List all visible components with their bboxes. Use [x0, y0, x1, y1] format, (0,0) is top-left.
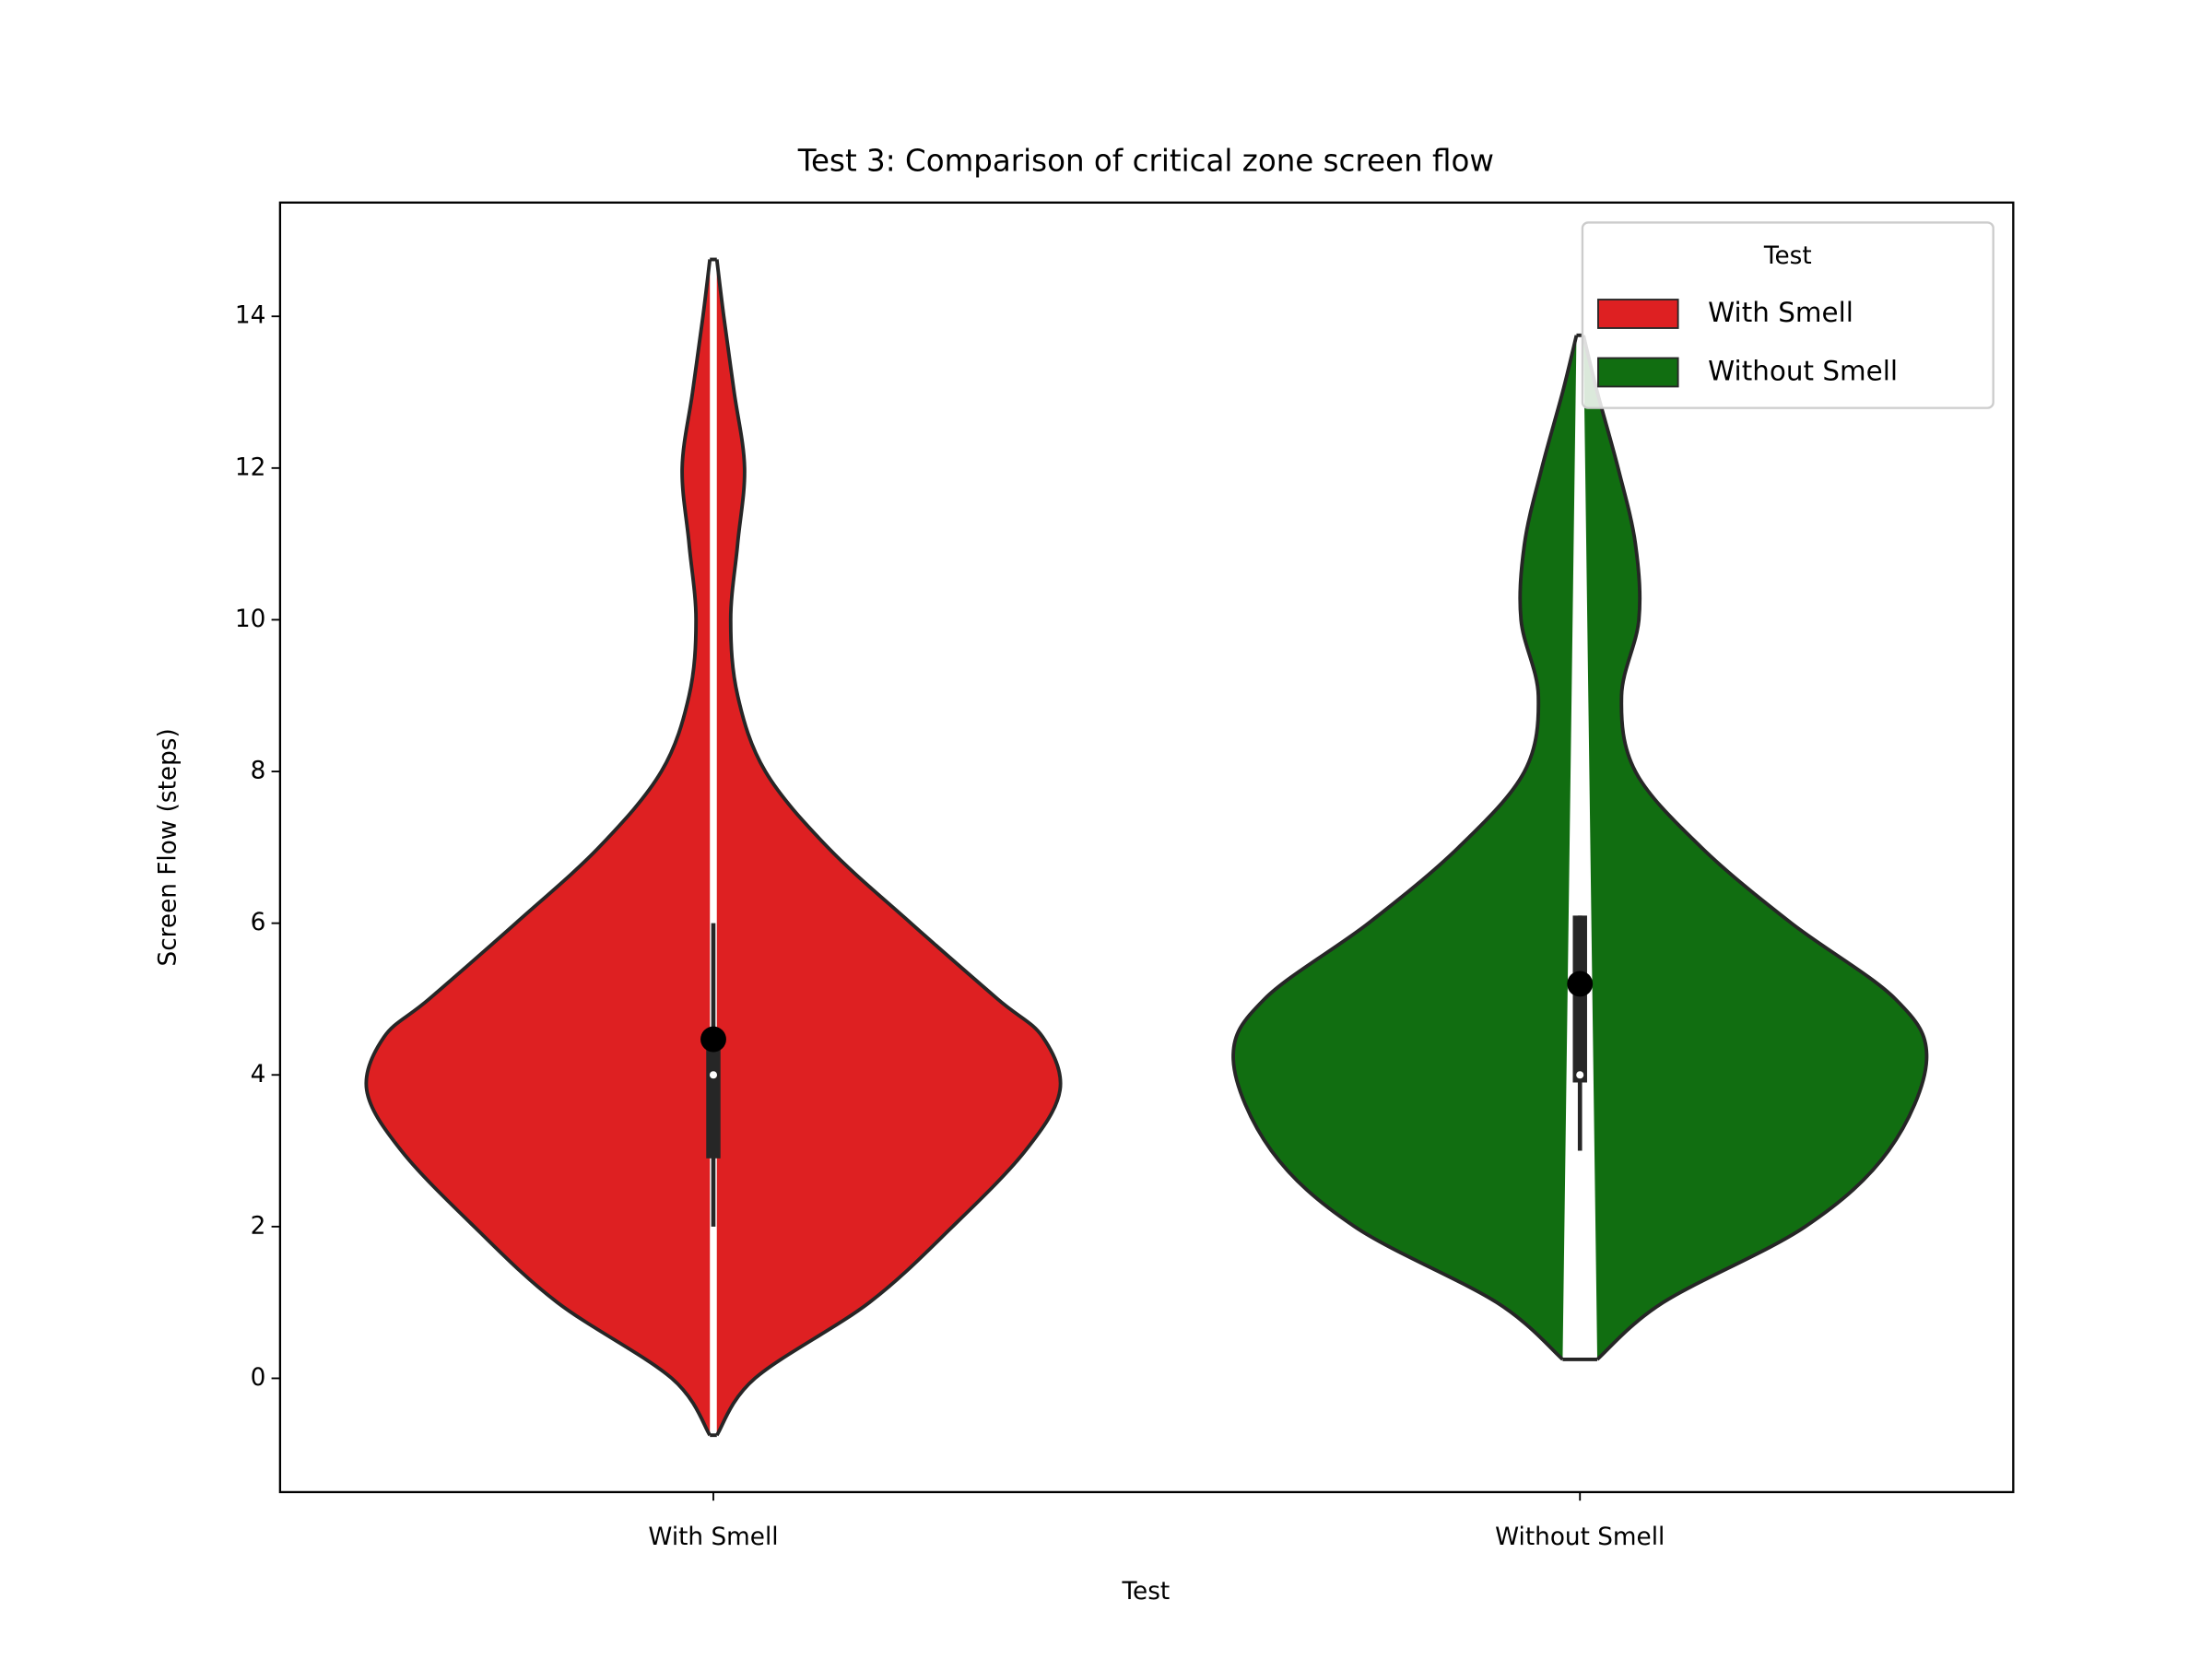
chart-title: Test 3: Comparison of critical zone scre… — [797, 143, 1494, 178]
median-dot — [709, 1071, 718, 1079]
y-tick-label: 14 — [235, 302, 265, 330]
violin-body — [714, 259, 1063, 1437]
y-tick-label: 2 — [251, 1212, 266, 1240]
iqr-box — [706, 1037, 721, 1159]
legend-swatch — [1597, 299, 1679, 329]
x-tick-label: With Smell — [648, 1524, 778, 1551]
legend-title: Test — [1763, 242, 1812, 270]
y-tick-label: 8 — [251, 758, 266, 785]
mean-dot — [700, 1026, 726, 1053]
median-dot — [1576, 1071, 1584, 1079]
y-tick-label: 6 — [251, 909, 266, 936]
y-tick-label: 12 — [235, 453, 265, 481]
legend-label: Without Smell — [1708, 355, 1898, 386]
y-tick-label: 0 — [251, 1364, 266, 1392]
violin-body — [364, 259, 712, 1437]
x-tick-label: Without Smell — [1495, 1524, 1665, 1551]
y-tick-label: 4 — [251, 1061, 266, 1088]
x-axis-label: Test — [1121, 1578, 1170, 1606]
y-tick-label: 10 — [235, 606, 265, 633]
legend-label: With Smell — [1708, 297, 1853, 328]
legend-frame — [1581, 221, 1994, 409]
plot-frame — [278, 201, 2015, 1494]
y-axis-label: Screen Flow (steps) — [155, 728, 182, 966]
violin-body — [1582, 335, 1929, 1361]
violin-body — [1231, 335, 1579, 1361]
iqr-box — [1572, 915, 1587, 1083]
mean-dot — [1567, 971, 1594, 997]
legend-swatch — [1597, 357, 1679, 388]
